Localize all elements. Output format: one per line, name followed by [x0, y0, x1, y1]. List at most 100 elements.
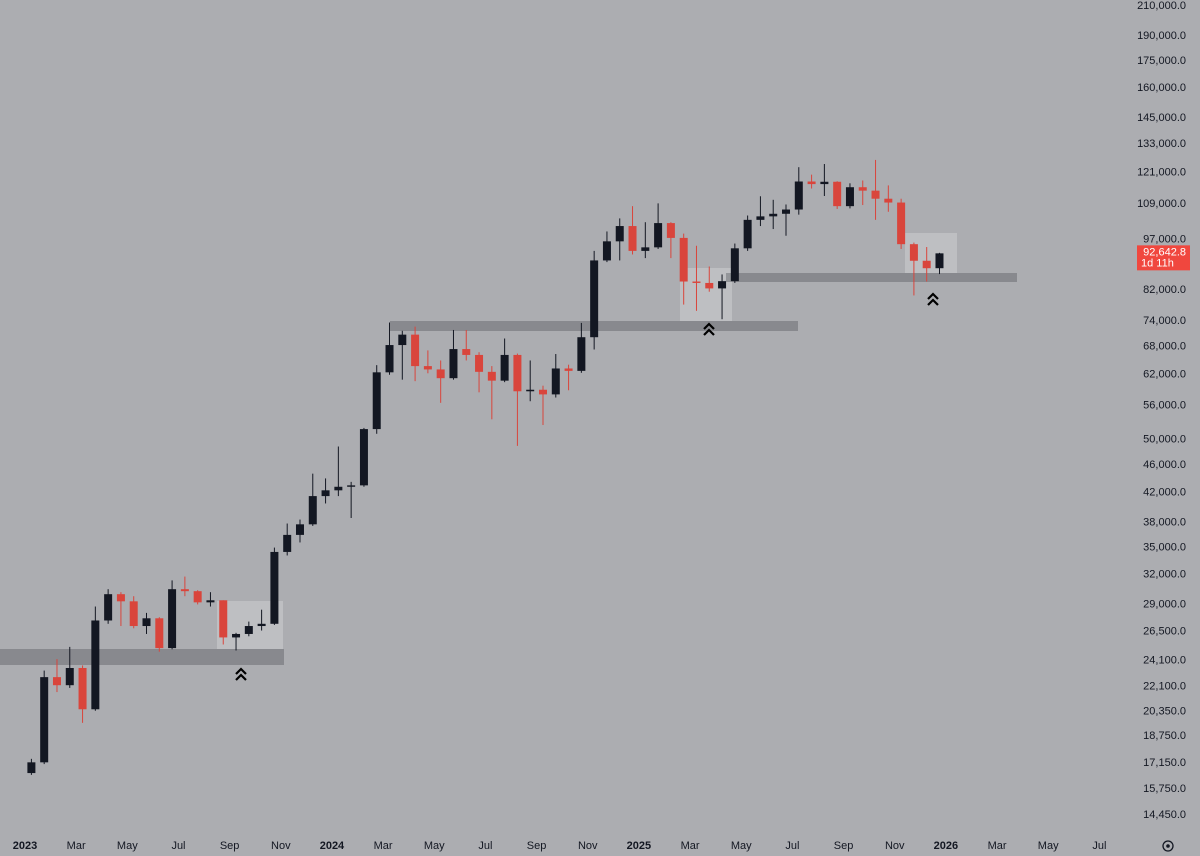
- y-tick-label: 29,000.0: [1143, 598, 1186, 610]
- candle-body: [423, 366, 432, 370]
- y-tick-label: 62,000.0: [1143, 369, 1186, 381]
- candle-body: [334, 486, 343, 491]
- candle-body: [78, 667, 87, 710]
- x-tick-label: Nov: [885, 840, 905, 852]
- candle-body: [487, 371, 496, 381]
- candle-body: [359, 429, 368, 486]
- x-tick-label: Mar: [374, 840, 393, 852]
- candle-body: [897, 202, 906, 245]
- candle-body: [513, 354, 522, 392]
- y-tick-label: 46,000.0: [1143, 459, 1186, 471]
- y-tick-label: 175,000.0: [1137, 55, 1186, 67]
- x-tick-label: 2025: [627, 840, 651, 852]
- candle-body: [40, 677, 49, 763]
- y-tick-label: 17,150.0: [1143, 757, 1186, 769]
- chevron: [235, 667, 247, 675]
- candle-body: [155, 618, 164, 649]
- y-tick-label: 24,100.0: [1143, 654, 1186, 666]
- y-tick-label: 56,000.0: [1143, 399, 1186, 411]
- candle-body: [602, 241, 611, 261]
- countdown-label: 1d 11h: [1141, 257, 1174, 269]
- candle-body: [871, 190, 880, 199]
- candle-body: [769, 213, 778, 217]
- chevron: [703, 328, 715, 336]
- candle-body: [577, 337, 586, 371]
- x-tick-label: Jul: [478, 840, 492, 852]
- y-tick-label: 145,000.0: [1137, 112, 1186, 124]
- candle-body: [564, 368, 573, 371]
- candle-body: [590, 260, 599, 338]
- candle-body: [679, 237, 688, 282]
- x-tick-label: Sep: [220, 840, 240, 852]
- y-tick-label: 121,000.0: [1137, 167, 1186, 179]
- y-tick-label: 14,450.0: [1143, 809, 1186, 821]
- candle-body: [538, 389, 547, 395]
- chevron: [927, 298, 939, 306]
- chevron: [927, 292, 939, 300]
- candle-body: [27, 762, 36, 774]
- x-tick-label: May: [731, 840, 752, 852]
- candle-body: [129, 601, 138, 627]
- candle-body: [347, 485, 356, 487]
- y-tick-label: 74,000.0: [1143, 315, 1186, 327]
- candle-body: [782, 209, 791, 214]
- candle-body: [666, 223, 675, 238]
- chevron: [235, 673, 247, 681]
- y-tick-label: 18,750.0: [1143, 730, 1186, 742]
- candle-body: [232, 633, 241, 638]
- candle-body: [820, 181, 829, 185]
- settings-icon[interactable]: [1162, 840, 1174, 852]
- candle-body: [935, 253, 944, 269]
- candle-body: [436, 369, 445, 379]
- support-band: [726, 273, 1017, 282]
- support-band: [0, 649, 284, 665]
- candle-body: [206, 600, 215, 603]
- axes: 210,000.0 190,000.0 175,000.0 160,000.0 145,…: [13, 0, 1190, 852]
- candle-body: [168, 589, 177, 649]
- arrows: [235, 292, 939, 681]
- y-tick-label: 190,000.0: [1137, 30, 1186, 42]
- candle-body: [116, 594, 125, 602]
- candle-body: [193, 591, 202, 603]
- x-tick-label: May: [1038, 840, 1059, 852]
- candle-body: [628, 226, 637, 251]
- x-tick-label: 2026: [934, 840, 958, 852]
- candle-body: [142, 618, 151, 627]
- candle-body: [475, 354, 484, 372]
- x-tick-label: Nov: [271, 840, 291, 852]
- candle-body: [922, 260, 931, 269]
- x-tick-label: May: [424, 840, 445, 852]
- candle-body: [743, 219, 752, 249]
- y-tick-label: 133,000.0: [1137, 138, 1186, 150]
- y-tick-label: 15,750.0: [1143, 783, 1186, 795]
- candle-body: [270, 551, 279, 624]
- candle-body: [730, 248, 739, 282]
- y-tick-label: 210,000.0: [1137, 0, 1186, 12]
- candle-body: [692, 281, 701, 283]
- settings-gear[interactable]: [1162, 840, 1174, 852]
- candle-body: [845, 187, 854, 207]
- last-price-box: [1137, 245, 1190, 271]
- settings-gear-center[interactable]: [1166, 844, 1170, 848]
- candle-body: [884, 198, 893, 203]
- x-tick-label: Mar: [681, 840, 700, 852]
- y-tick-label: 42,000.0: [1143, 486, 1186, 498]
- x-tick-label: Jul: [785, 840, 799, 852]
- x-tick-label: Mar: [988, 840, 1007, 852]
- y-tick-label: 22,100.0: [1143, 680, 1186, 692]
- candle-body: [283, 534, 292, 552]
- candle-body: [180, 589, 189, 592]
- x-tick-label: Nov: [578, 840, 598, 852]
- x-tick-label: Sep: [527, 840, 547, 852]
- candle-body: [807, 181, 816, 185]
- candle-body: [104, 594, 113, 621]
- y-tick-label: 82,000.0: [1143, 284, 1186, 296]
- y-tick-label: 35,000.0: [1143, 541, 1186, 553]
- y-tick-label: 160,000.0: [1137, 82, 1186, 94]
- x-tick-label: 2024: [320, 840, 345, 852]
- last-price-label: 92,642.8: [1143, 246, 1186, 258]
- y-tick-label: 97,000.0: [1143, 233, 1186, 245]
